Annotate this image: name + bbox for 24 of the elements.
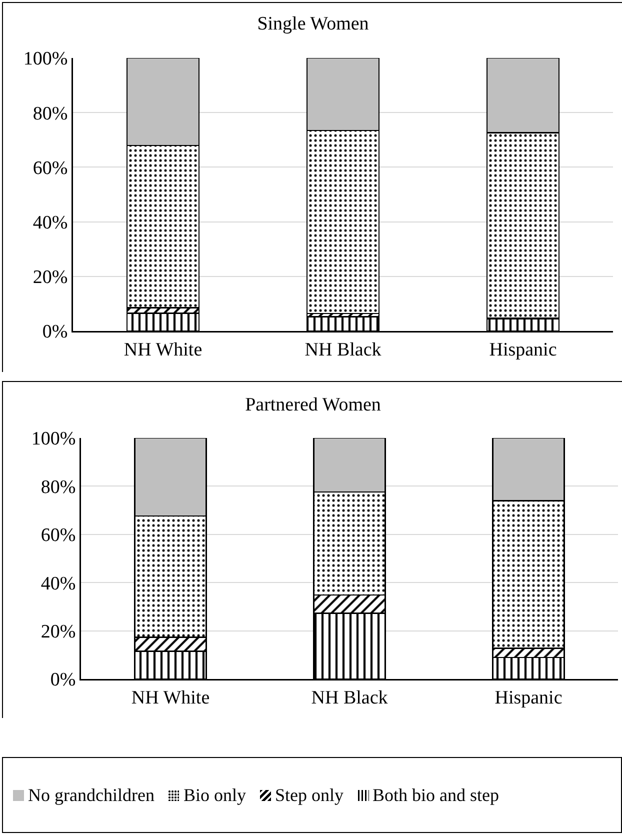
y-tick-label: 60% [32,158,68,179]
y-tick-label: 40% [32,212,68,234]
y-tick-label: 100% [31,428,76,450]
y-tick-label: 60% [40,525,76,546]
y-tick-label: 100% [23,48,68,70]
legend-label: Bio only [183,784,246,806]
chart-title: Partnered Women [245,394,382,416]
legend-label: Step only [274,784,344,806]
y-tick-label: 80% [32,103,68,124]
x-tick-label: NH White [131,687,210,708]
x-tick-label: NH Black [311,687,388,708]
x-tick-label: NH Black [304,339,382,360]
x-tick-label: NH White [124,339,202,360]
legend-label: Both bio and step [372,784,499,806]
x-tick-label: Hispanic [494,687,562,708]
y-tick-label: 0% [50,670,76,691]
y-tick-label: 20% [40,621,76,642]
y-tick-label: 40% [40,573,76,594]
y-tick-label: 80% [40,476,76,498]
y-tick-label: 20% [32,267,68,288]
legend-label: No grandchildren [28,784,154,806]
y-tick-label: 0% [42,322,68,343]
x-tick-label: Hispanic [489,339,557,360]
chart-title: Single Women [257,13,370,34]
